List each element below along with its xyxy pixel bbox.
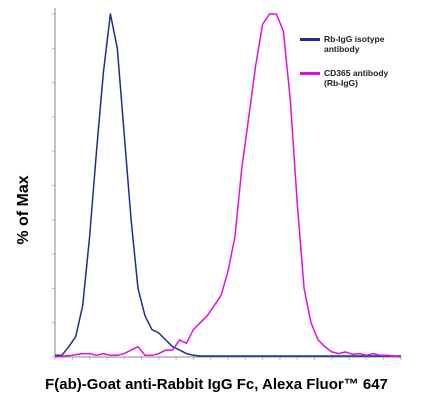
legend-item-isotype: Rb-IgG isotype antibody — [298, 34, 430, 54]
axes — [54, 8, 401, 358]
legend-item-cd365: CD365 antibody (Rb-IgG) — [298, 68, 430, 88]
y-axis-label: % of Max — [15, 175, 32, 245]
legend: Rb-IgG isotype antibody CD365 antibody (… — [298, 34, 430, 102]
series-line-1 — [54, 13, 402, 358]
series-line-0 — [55, 13, 401, 357]
series-lines — [54, 13, 402, 358]
legend-swatch-cd365 — [300, 72, 320, 75]
x-axis-label: F(ab)-Goat anti-Rabbit IgG Fc, Alexa Flu… — [45, 376, 388, 393]
y-axis-label-box: % of Max — [4, 150, 44, 270]
legend-label-cd365: CD365 antibody (Rb-IgG) — [324, 68, 389, 88]
legend-label-isotype: Rb-IgG isotype antibody — [324, 34, 385, 54]
legend-swatch-isotype — [300, 38, 320, 41]
